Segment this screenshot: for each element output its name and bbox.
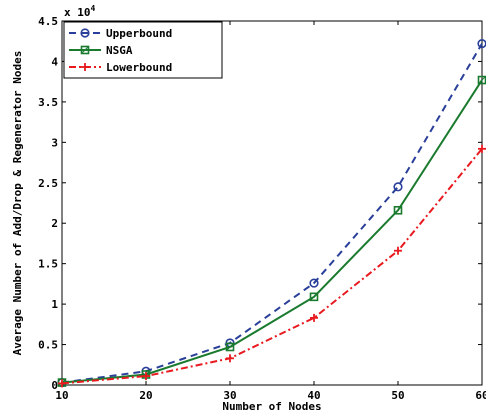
y-tick-label: 3	[51, 136, 58, 149]
series-lowerbound	[58, 144, 486, 388]
series-line-lowerbound	[61, 148, 483, 385]
data-point-nsga	[225, 342, 235, 352]
legend-item-nsga: NSGA	[69, 44, 133, 57]
data-point-nsga	[393, 205, 403, 215]
data-point-lowerbound	[142, 372, 150, 381]
series-line-nsga	[61, 79, 483, 384]
data-point-lowerbound	[226, 354, 234, 363]
y-tick-label: 3.5	[38, 96, 58, 109]
legend-marker	[80, 28, 90, 38]
x-tick-label: 30	[223, 389, 236, 402]
legend-label: NSGA	[106, 44, 133, 57]
data-point-lowerbound	[394, 246, 402, 255]
y-tick-label: 0.5	[38, 339, 58, 352]
y-multiplier-exponent: 4	[91, 4, 96, 13]
x-tick-label: 50	[391, 389, 404, 402]
x-axis-label: Number of Nodes	[222, 400, 321, 412]
x-tick-label: 20	[139, 389, 152, 402]
x-tick-label: 10	[55, 389, 68, 402]
data-point-upperbound	[309, 278, 319, 288]
series-layer	[57, 39, 486, 388]
x-tick-label: 60	[475, 389, 486, 402]
legend-marker	[81, 63, 89, 71]
y-tick-label: 2	[51, 217, 58, 230]
legend-label: Upperbound	[106, 27, 172, 40]
legend-marker	[80, 45, 90, 55]
y-tick-label: 1.5	[38, 258, 58, 271]
y-tick-label: 4	[51, 55, 58, 68]
legend: Upperbound NSGA Lowerbound	[63, 21, 223, 79]
y-tick-label: 2.5	[38, 177, 58, 190]
legend-label: Lowerbound	[106, 61, 172, 74]
axis-ticks: 10 20 30 40 50 60 0 0.5 1 1.5 2 2.5 3 3.5 4 4.5	[38, 15, 486, 402]
data-point-lowerbound	[310, 313, 318, 322]
data-point-lowerbound	[58, 379, 66, 388]
data-point-nsga	[309, 292, 319, 302]
legend-item-upperbound: Upperbound	[69, 27, 172, 40]
legend-items: Upperbound NSGA Lowerbound	[69, 27, 172, 74]
y-axis-label: Average Number of Add/Drop & Regenerator…	[11, 51, 24, 356]
plot-area	[61, 20, 483, 386]
y-tick-label: 4.5	[38, 15, 58, 28]
y-tick-label: 0	[51, 379, 58, 392]
y-tick-label: 1	[51, 298, 58, 311]
x-tick-label: 40	[307, 389, 320, 402]
legend-item-lowerbound: Lowerbound	[69, 61, 172, 74]
data-point-lowerbound	[478, 144, 486, 153]
data-point-upperbound	[393, 182, 403, 192]
y-multiplier-label: x 104	[64, 4, 96, 19]
